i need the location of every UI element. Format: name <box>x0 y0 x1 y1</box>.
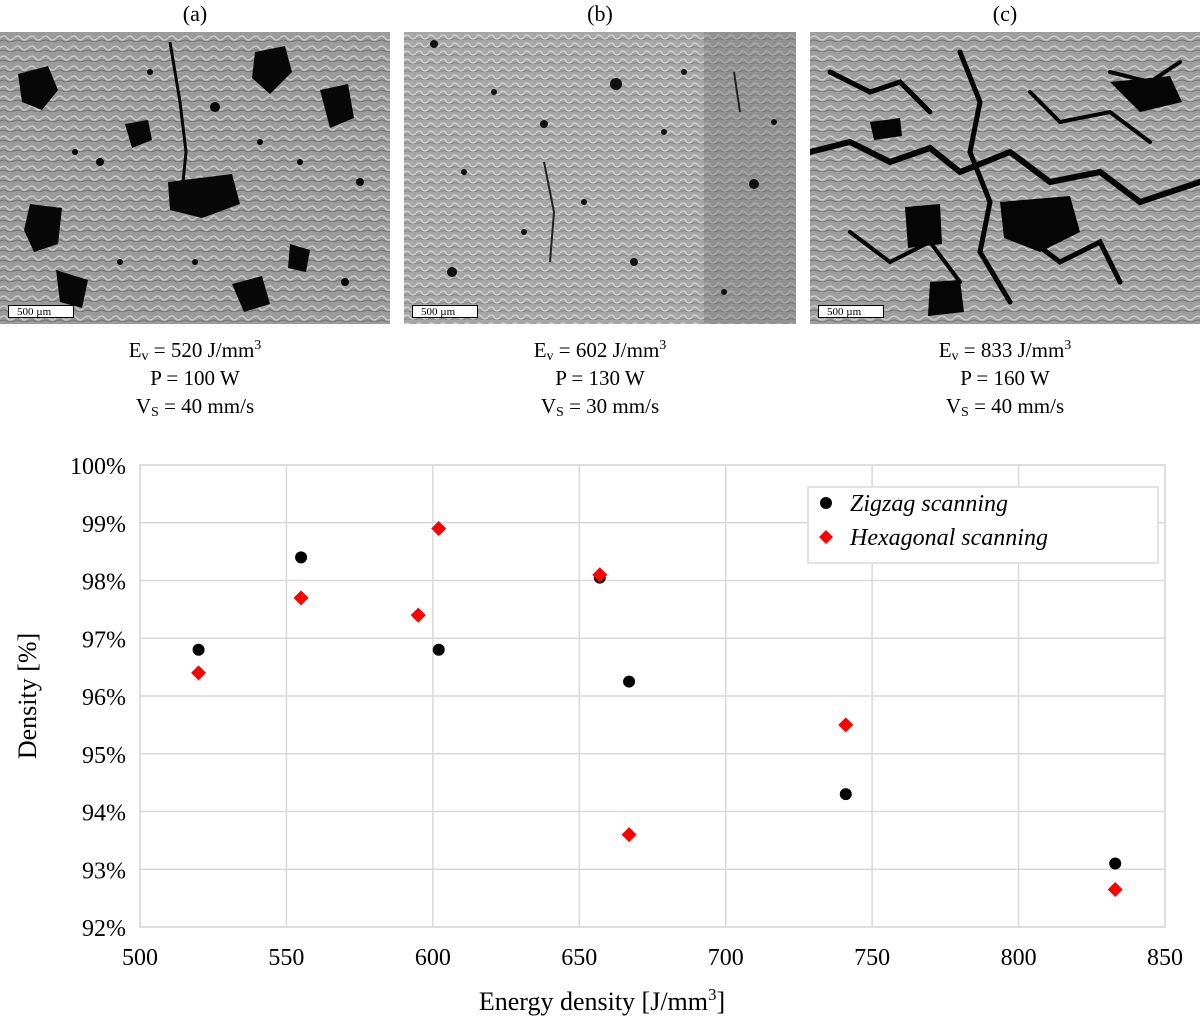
power-label: P = 160 W <box>960 366 1050 390</box>
y-tick-label: 99% <box>82 512 126 538</box>
panel-label: (c) <box>992 1 1018 26</box>
y-tick-label: 94% <box>82 801 126 827</box>
legend-marker-hexagonal <box>819 530 833 544</box>
y-tick-label: 100% <box>70 454 126 480</box>
legend-marker-zigzag <box>820 497 832 509</box>
legend: Zigzag scanning Hexagonal scanning <box>807 486 1159 564</box>
y-axis-title: Density [%] <box>13 633 42 759</box>
density-scatter-chart: 500 550 600 650 700 750 800 850 92% 93% 94% 95% 96% 9… <box>13 454 1183 1016</box>
micrograph-image: 500 µm <box>0 32 390 324</box>
power-label: P = 130 W <box>555 366 645 390</box>
data-point-hexagonal <box>410 607 426 623</box>
scan-speed-label: VS = 40 mm/s <box>945 394 1065 420</box>
y-tick-label: 93% <box>82 858 126 884</box>
power-label: P = 100 W <box>150 366 240 390</box>
data-point-zigzag <box>295 551 308 564</box>
x-tick-label: 550 <box>268 945 304 971</box>
x-axis-title: Energy density [J/mm3] <box>479 985 725 1016</box>
process-parameters: Ev = 602 J/mm3 P = 130 W VS = 30 mm/s <box>404 336 796 420</box>
y-tick-label: 95% <box>82 743 126 769</box>
x-tick-label: 750 <box>854 945 890 971</box>
data-point-hexagonal <box>621 827 637 843</box>
data-point-zigzag <box>192 643 205 656</box>
tick-labels: 500 550 600 650 700 750 800 850 92% 93% 94% 95% 96% 9… <box>70 454 1183 971</box>
process-parameters: Ev = 833 J/mm3 P = 160 W VS = 40 mm/s <box>810 336 1200 420</box>
scan-speed-label: VS = 30 mm/s <box>540 394 660 420</box>
panel-label: (a) <box>182 1 208 26</box>
legend-label-hexagonal: Hexagonal scanning <box>849 525 1048 551</box>
data-point-hexagonal <box>293 590 309 606</box>
legend-label-zigzag: Zigzag scanning <box>850 491 1008 517</box>
scale-bar: 500 µm <box>818 305 884 318</box>
energy-density-label: Ev = 833 J/mm3 <box>938 338 1072 364</box>
x-tick-label: 850 <box>1147 945 1183 971</box>
data-point-zigzag <box>1109 857 1122 870</box>
y-tick-label: 96% <box>82 685 126 711</box>
data-point-zigzag <box>432 643 445 656</box>
data-point-hexagonal <box>1107 881 1123 897</box>
x-tick-label: 700 <box>708 945 744 971</box>
x-tick-label: 800 <box>1001 945 1037 971</box>
plot-area <box>139 464 1166 928</box>
data-point-hexagonal <box>191 665 207 681</box>
micrograph-image: 500 µm <box>404 32 796 324</box>
x-tick-label: 650 <box>561 945 597 971</box>
data-point-zigzag <box>839 788 852 801</box>
panel-label: (b) <box>587 1 613 26</box>
energy-density-label: Ev = 520 J/mm3 <box>128 338 262 364</box>
energy-density-label: Ev = 602 J/mm3 <box>533 338 667 364</box>
process-parameters: Ev = 520 J/mm3 P = 100 W VS = 40 mm/s <box>0 336 390 420</box>
micrograph-image: 500 µm <box>810 32 1200 324</box>
x-tick-label: 500 <box>122 945 158 971</box>
data-points <box>191 521 1123 897</box>
legend-box <box>807 486 1159 564</box>
y-tick-label: 92% <box>82 916 126 942</box>
y-tick-label: 97% <box>82 627 126 653</box>
y-tick-label: 98% <box>82 570 126 596</box>
data-point-hexagonal <box>838 717 854 733</box>
scan-speed-label: VS = 40 mm/s <box>135 394 255 420</box>
data-point-hexagonal <box>431 521 447 537</box>
scale-bar: 500 µm <box>8 305 74 318</box>
data-point-zigzag <box>623 675 636 688</box>
data-point-hexagonal <box>592 567 608 583</box>
scale-bar: 500 µm <box>412 305 478 318</box>
x-tick-label: 600 <box>415 945 451 971</box>
